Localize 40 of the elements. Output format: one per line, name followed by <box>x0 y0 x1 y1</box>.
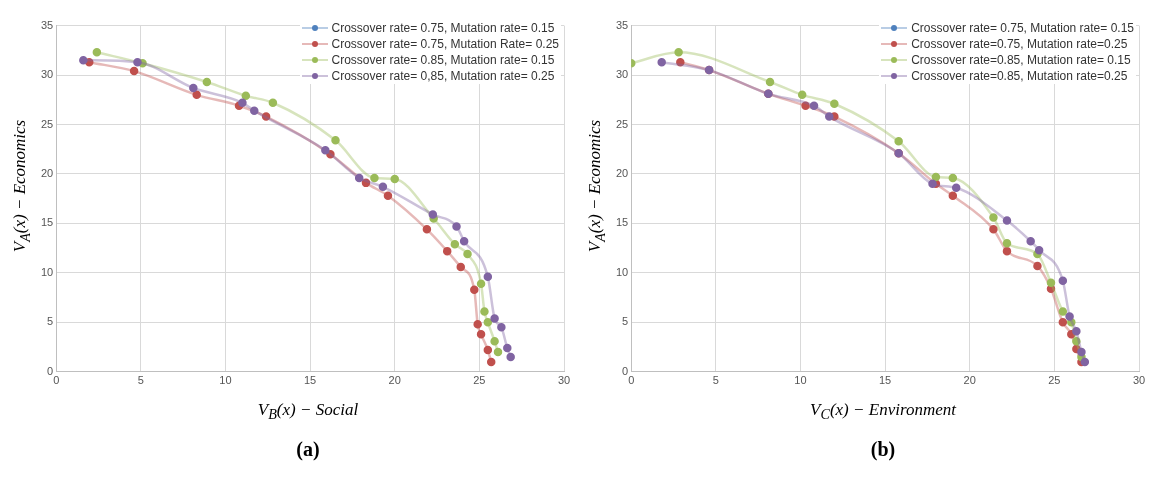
legend-label: Crossover rate= 0.75, Mutation rate= 0.15 <box>331 21 555 35</box>
legend-label: Crossover rate= 0,85, Mutation rate= 0.25 <box>331 69 555 83</box>
x-tick-label: 30 <box>557 374 571 387</box>
y-tick-label: 30 <box>40 68 54 81</box>
y-tick-label: 5 <box>47 315 54 328</box>
x-tick-label: 5 <box>712 374 719 387</box>
y-tick-label: 0 <box>47 364 54 377</box>
text: (b) <box>869 438 897 461</box>
y-tick-label: 20 <box>40 167 54 179</box>
legend-label: Crossover rate= 0.75, Mutation rate= 0.15 <box>911 21 1134 35</box>
x-tick-label: 20 <box>963 374 976 387</box>
legend-label: Crossover rate= 0.75, Mutation Rate= 0.25 <box>331 37 559 51</box>
y-tick-label: 5 <box>622 315 629 328</box>
legend-label: Crossover rate=0.75, Mutation rate=0.25 <box>911 37 1128 51</box>
x-tick-label: 10 <box>794 374 807 387</box>
x-tick-label: 10 <box>219 374 232 387</box>
y-tick-label: 15 <box>40 216 54 229</box>
y-tick-label: 35 <box>40 18 54 31</box>
legend-label: Crossover rate=0.85, Mutation rate= 0.15 <box>911 53 1131 67</box>
y-tick-label: 15 <box>615 216 629 229</box>
y-tick-label: 20 <box>615 167 629 179</box>
y-tick-label: 10 <box>615 265 629 278</box>
legend-label: Crossover rate=0.85, Mutation rate=0.25 <box>911 69 1128 83</box>
y-tick-label: 35 <box>615 18 629 31</box>
y-tick-label: 0 <box>622 364 629 377</box>
x-tick-label: 25 <box>473 374 486 387</box>
x-axis-title: V$_{B}$(x) − Social <box>256 400 360 424</box>
x-tick-label: 5 <box>137 374 144 387</box>
x-tick-label: 30 <box>1132 374 1146 387</box>
x-tick-label: 15 <box>878 374 892 387</box>
x-tick-label: 25 <box>1048 374 1061 387</box>
text: (a) <box>295 438 321 461</box>
x-axis-title: V$_{C}$(x) − Environment <box>809 400 958 424</box>
x-tick-label: 20 <box>388 374 401 387</box>
y-tick-label: 25 <box>615 117 629 130</box>
legend-label: Crossover rate= 0.85, Mutation rate= 0.15 <box>331 53 555 67</box>
y-tick-label: 25 <box>40 117 54 130</box>
y-tick-label: 10 <box>40 265 54 278</box>
x-tick-label: 15 <box>303 374 317 387</box>
y-tick-label: 30 <box>615 68 629 81</box>
